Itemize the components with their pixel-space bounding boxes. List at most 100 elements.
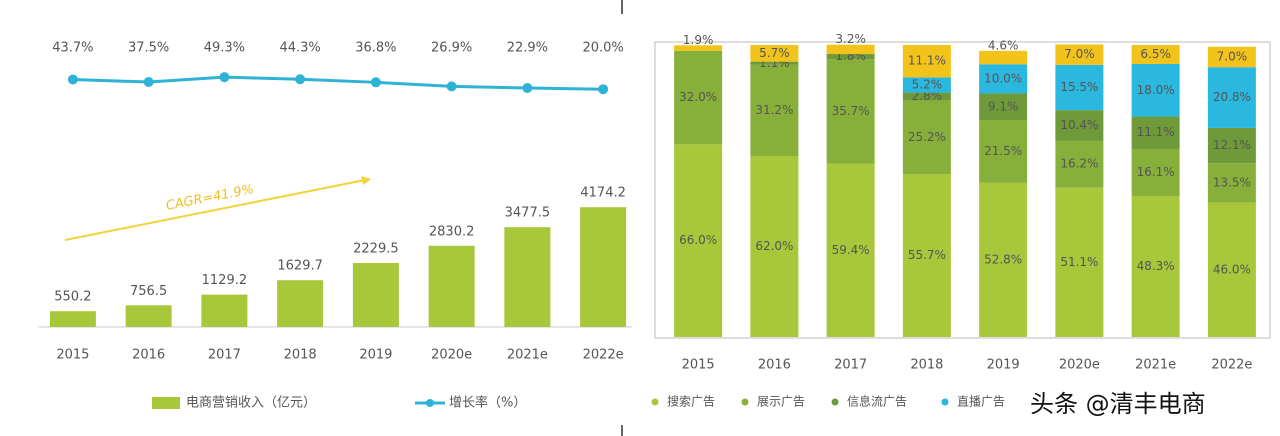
bar-segment bbox=[1207, 46, 1256, 68]
data-label: 66.0% bbox=[679, 233, 717, 247]
bar-segment bbox=[1131, 116, 1180, 149]
line-point bbox=[370, 77, 381, 88]
trend-arrow-head bbox=[361, 176, 371, 185]
data-label: 1129.2 bbox=[202, 273, 248, 288]
data-label: 25.2% bbox=[908, 130, 946, 144]
data-label: 10.4% bbox=[1060, 118, 1098, 132]
x-tick-label: 2018 bbox=[910, 358, 943, 373]
data-label: 5.2% bbox=[912, 78, 943, 92]
bar-segment bbox=[1055, 140, 1104, 188]
bar-segment bbox=[674, 144, 723, 337]
annotation: CAGR=41.9% bbox=[165, 182, 256, 214]
data-label: 46.0% bbox=[1213, 262, 1251, 276]
data-label: 32.0% bbox=[679, 90, 717, 104]
bar-segment bbox=[750, 45, 799, 62]
bar-segment bbox=[1055, 44, 1104, 65]
bar-segment bbox=[1055, 64, 1104, 111]
data-label: 59.4% bbox=[832, 243, 870, 257]
data-label: 55.7% bbox=[908, 248, 946, 262]
bar-segment bbox=[674, 50, 723, 145]
line-point bbox=[295, 74, 306, 85]
data-label: 6.5% bbox=[1140, 47, 1171, 61]
bar bbox=[49, 311, 96, 327]
trend-arrow bbox=[64, 179, 366, 241]
bar-segment bbox=[1207, 163, 1256, 203]
bar-segment bbox=[826, 59, 875, 164]
bar-segment bbox=[979, 50, 1028, 65]
data-label: 21.5% bbox=[984, 144, 1022, 158]
legend-marker bbox=[831, 398, 839, 406]
x-tick-label: 2017 bbox=[834, 358, 867, 373]
data-label: 20.0% bbox=[582, 41, 623, 56]
data-label: 15.5% bbox=[1060, 80, 1098, 94]
data-label: 51.1% bbox=[1060, 255, 1098, 269]
legend-label: 电商营销收入（亿元） bbox=[186, 396, 316, 411]
bar-segment bbox=[979, 182, 1028, 337]
line bbox=[72, 75, 604, 91]
data-label: 4.6% bbox=[988, 38, 1019, 52]
line-point bbox=[522, 83, 533, 94]
x-tick-label: 2021e bbox=[1135, 358, 1176, 373]
data-label: 2.8% bbox=[912, 89, 943, 103]
line-point bbox=[143, 77, 154, 88]
data-label: 2229.5 bbox=[353, 242, 399, 257]
data-label: 18.0% bbox=[1137, 83, 1175, 97]
bar-segment bbox=[1207, 67, 1256, 128]
line-point bbox=[219, 72, 230, 83]
data-label: 44.3% bbox=[279, 41, 320, 56]
x-tick-label: 2022e bbox=[583, 348, 624, 363]
bar bbox=[277, 280, 324, 327]
data-label: 11.1% bbox=[908, 54, 946, 68]
legend-marker bbox=[941, 398, 949, 406]
bar-segment bbox=[750, 64, 799, 156]
legend-swatch bbox=[152, 397, 180, 409]
x-tick-label: 2015 bbox=[682, 358, 715, 373]
x-tick-label: 2015 bbox=[56, 348, 89, 363]
bar-segment bbox=[902, 45, 951, 78]
x-tick-label: 2018 bbox=[284, 348, 317, 363]
line-point bbox=[598, 84, 609, 95]
bar-segment bbox=[1131, 195, 1180, 337]
data-label: 2830.2 bbox=[429, 224, 475, 239]
line-point bbox=[67, 74, 78, 85]
legend-marker bbox=[741, 398, 749, 406]
plot-frame bbox=[654, 41, 1271, 339]
legend-label: 信息流广告 bbox=[847, 394, 907, 409]
data-label: 1.9% bbox=[683, 33, 714, 47]
data-label: 12.1% bbox=[1213, 138, 1251, 152]
data-label: 550.2 bbox=[54, 290, 91, 305]
data-label: 3.2% bbox=[835, 32, 866, 46]
bar-segment bbox=[979, 93, 1028, 121]
data-label: 35.7% bbox=[832, 104, 870, 118]
data-label: 7.0% bbox=[1217, 49, 1248, 63]
data-label: 20.8% bbox=[1213, 90, 1251, 104]
data-label: 36.8% bbox=[355, 41, 396, 56]
data-label: 1629.7 bbox=[277, 259, 323, 274]
data-label: 9.1% bbox=[988, 99, 1019, 113]
bar-segment bbox=[902, 92, 951, 101]
bar-segment bbox=[1207, 202, 1256, 337]
bar-segment bbox=[1207, 127, 1256, 164]
bar-segment bbox=[1055, 187, 1104, 337]
data-label: 756.5 bbox=[130, 284, 167, 299]
legend-label: 搜索广告 bbox=[667, 394, 715, 409]
legend-label: 增长率（%） bbox=[449, 395, 526, 411]
bar-segment bbox=[826, 163, 875, 337]
data-label: 22.9% bbox=[507, 41, 548, 56]
bar bbox=[428, 245, 475, 327]
legend-marker bbox=[426, 399, 434, 407]
x-tick-label: 2021e bbox=[507, 348, 548, 363]
bar-segment bbox=[826, 44, 875, 55]
data-label: 43.7% bbox=[52, 41, 93, 56]
data-label: 5.7% bbox=[759, 46, 790, 60]
legend-marker bbox=[651, 398, 659, 406]
data-label: 31.2% bbox=[755, 103, 793, 117]
bar-segment bbox=[1055, 110, 1104, 141]
bar-segment bbox=[1131, 63, 1180, 117]
data-label: 49.3% bbox=[204, 41, 245, 56]
x-tick-label: 2019 bbox=[987, 358, 1020, 373]
bar-segment bbox=[750, 61, 799, 65]
x-tick-label: 2019 bbox=[359, 348, 392, 363]
data-label: 13.5% bbox=[1213, 175, 1251, 189]
